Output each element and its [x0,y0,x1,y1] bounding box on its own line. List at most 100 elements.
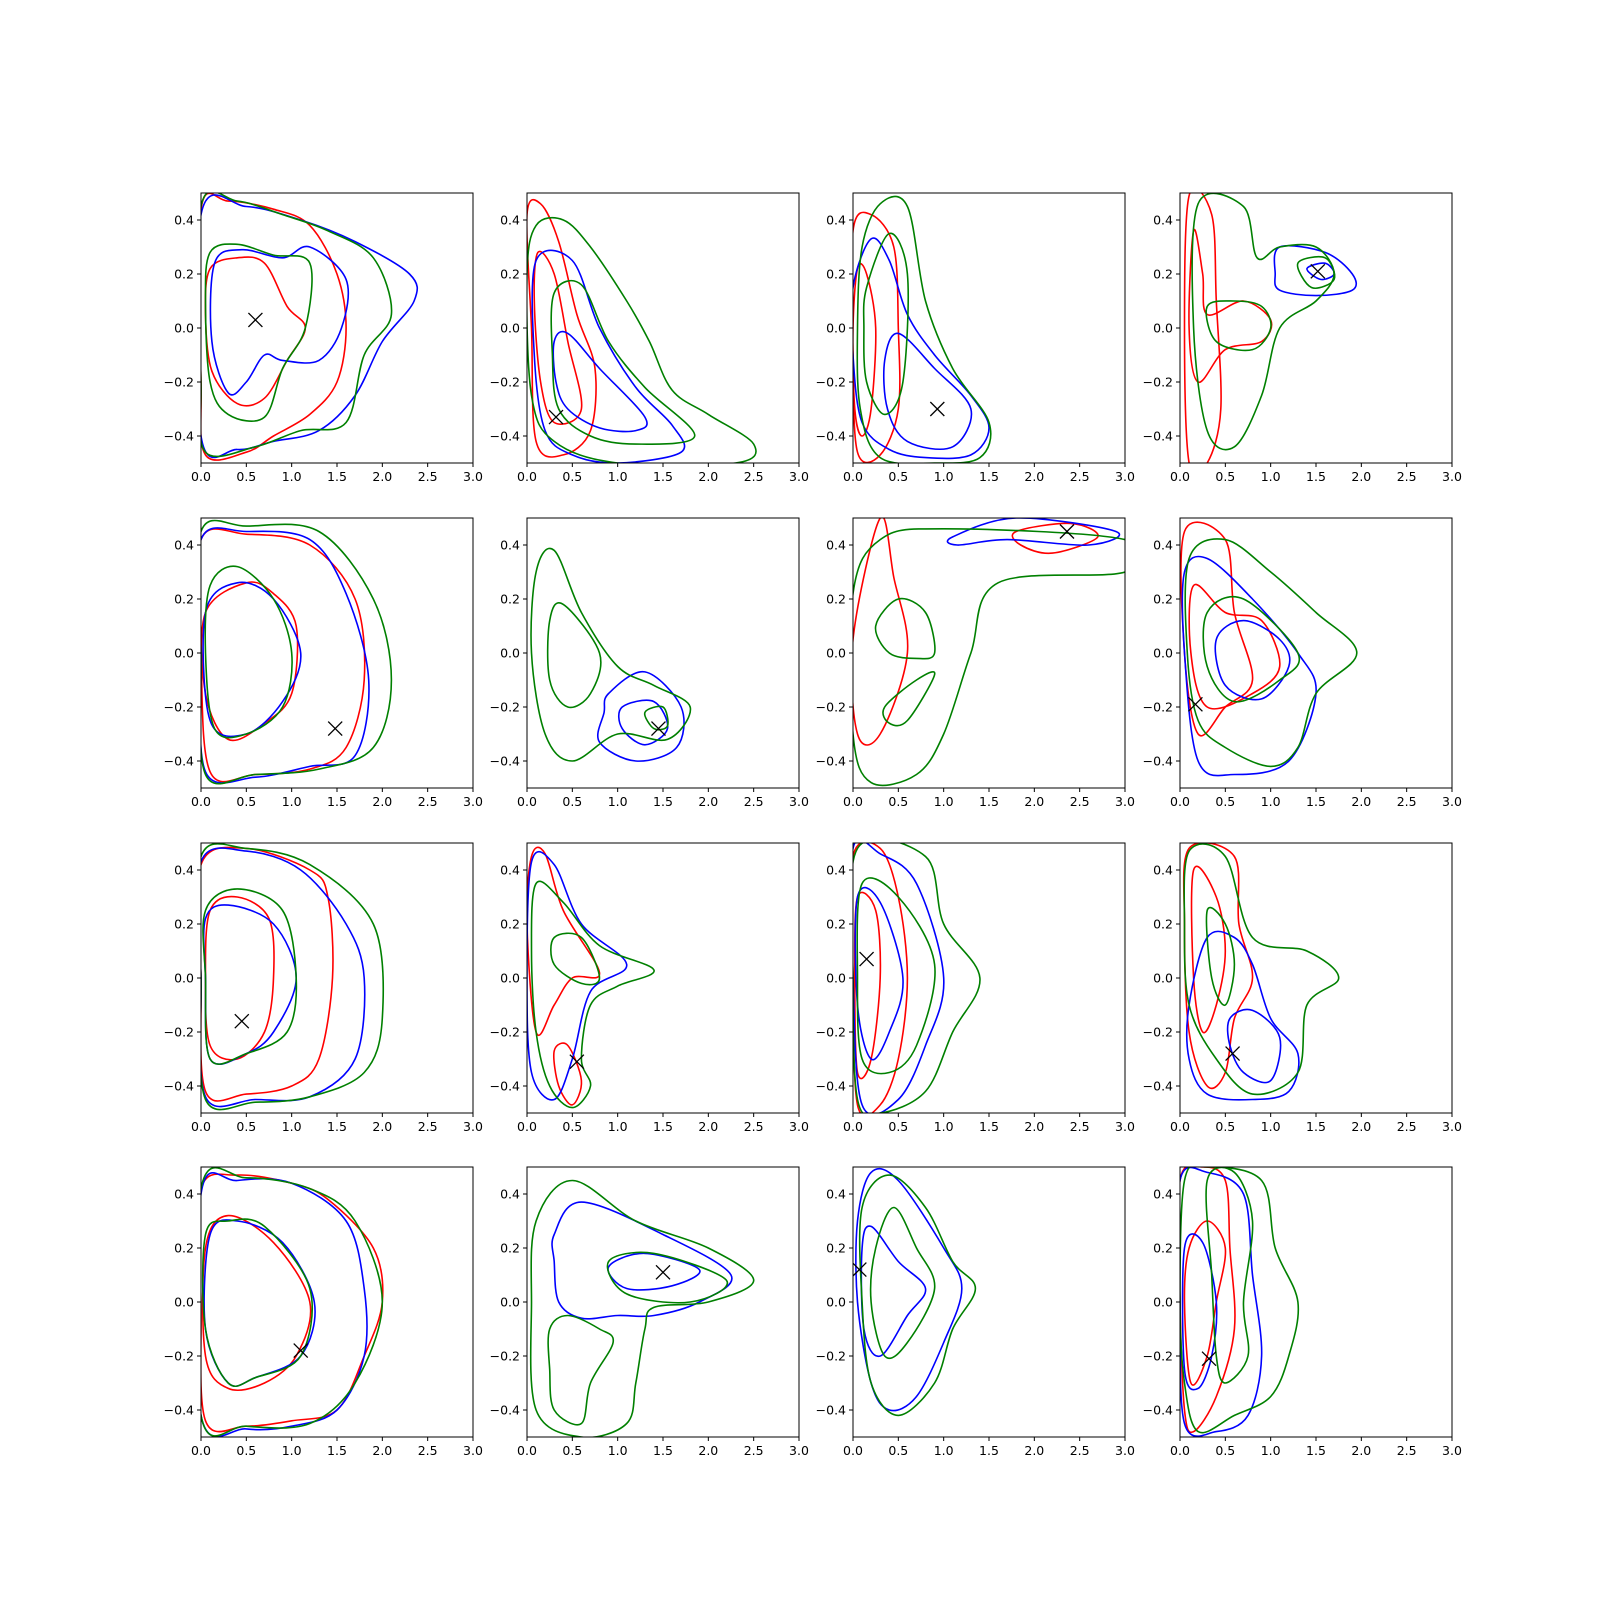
plot-area [1180,1167,1300,1437]
x-tick-label: 2.5 [418,794,438,809]
panel-15: 0.0 0.5 1.0 1.5 2.0 2.5 3.0 −0.4 −0.2 0.0 0.2 0.4 [816,1166,1135,1458]
contour-line-green [550,932,601,986]
x-tick-label: 1.0 [934,1119,954,1134]
x-marker [1310,263,1326,279]
plot-area [1182,843,1340,1101]
x-tick-label: 1.0 [934,794,954,809]
x-tick-label: 0.0 [517,1119,537,1134]
contour-line-blue [946,518,1121,546]
x-marker [1225,1046,1241,1062]
y-tick-label: 0.0 [1153,646,1173,661]
x-tick-label: 3.0 [1442,1119,1462,1134]
contour-line-red [204,256,307,407]
y-tick-label: −0.2 [816,1349,846,1364]
contour-line-blue [1226,1008,1282,1084]
contour-line-red [201,581,299,742]
x-tick-label: 3.0 [1115,469,1135,484]
y-tick-label: 0.2 [1153,917,1173,932]
y-tick-label: 0.0 [826,646,846,661]
x-tick-label: 0.0 [517,1443,537,1458]
contour-line-green [547,1314,615,1426]
x-marker-stroke [569,1054,585,1070]
axes-frame [1179,517,1453,789]
x-tick-label: 2.0 [698,469,718,484]
y-tick-label: 0.4 [1153,213,1173,228]
y-tick-label: 0.2 [826,917,846,932]
y-tick-label: −0.2 [164,700,194,715]
contour-line-red [1183,1220,1227,1386]
panel-14: 0.0 0.5 1.0 1.5 2.0 2.5 3.0 −0.4 −0.2 0.0 0.2 0.4 [490,1166,809,1458]
contour-line-blue [201,847,366,1108]
x-tick-label: 1.0 [282,469,302,484]
y-tick-label: −0.4 [490,1079,520,1094]
y-tick-label: −0.4 [816,429,846,444]
y-tick-label: 0.4 [174,538,194,553]
contour-line-red [853,518,909,746]
contour-line-green [853,527,1125,787]
x-tick-label: 0.0 [843,469,863,484]
x-marker [327,721,343,737]
y-tick-label: 0.4 [500,538,520,553]
contour-line-blue [854,886,904,1061]
y-tick-label: −0.2 [1143,700,1173,715]
y-tick-label: 0.2 [1153,1241,1173,1256]
x-tick-label: 0.0 [517,469,537,484]
contour-line-green [1205,300,1272,352]
contour-line-green [869,1206,936,1360]
x-tick-label: 3.0 [463,469,483,484]
x-tick-label: 1.0 [1261,469,1281,484]
x-tick-label: 0.5 [1215,1443,1235,1458]
y-tick-label: 0.2 [1153,267,1173,282]
panel-10: 0.0 0.5 1.0 1.5 2.0 2.5 3.0 −0.4 −0.2 0.0 0.2 0.4 [490,842,809,1134]
contour-line-green [201,843,385,1111]
x-marker [293,1343,309,1359]
y-tick-label: 0.0 [500,646,520,661]
x-tick-label: 2.5 [1070,794,1090,809]
contour-line-blue [607,1252,701,1291]
x-marker [247,312,263,328]
contour-line-green [546,602,602,709]
y-tick-label: 0.4 [174,863,194,878]
axes-frame [200,517,474,789]
x-marker [234,1013,250,1029]
x-tick-label: 0.0 [1170,469,1190,484]
x-marker [548,409,564,425]
y-tick-label: 0.0 [500,971,520,986]
plot-area [853,843,981,1113]
contour-line-red [201,193,347,461]
x-tick-label: 3.0 [1115,1443,1135,1458]
x-tick-label: 2.5 [744,794,764,809]
x-marker [853,1262,867,1278]
x-tick-label: 1.5 [979,469,999,484]
plot-area [853,518,1125,787]
x-tick-label: 0.5 [562,794,582,809]
contour-line-green [856,877,936,1075]
y-tick-label: −0.4 [1143,754,1173,769]
x-tick-label: 2.0 [1351,794,1371,809]
contour-line-blue [201,194,419,459]
panel-1: 0.0 0.5 1.0 1.5 2.0 2.5 3.0 −0.4 −0.2 0.0 0.2 0.4 [164,192,483,484]
y-tick-label: 0.4 [174,213,194,228]
contour-line-red [204,895,275,1061]
y-tick-label: −0.4 [164,754,194,769]
contour-line-blue [596,671,685,762]
x-marker [929,401,945,417]
x-tick-label: 1.0 [1261,1119,1281,1134]
x-tick-label: 1.5 [327,1443,347,1458]
x-tick-label: 1.5 [1306,794,1326,809]
contour-line-blue [853,237,990,460]
y-tick-label: 0.4 [826,863,846,878]
panel-4: 0.0 0.5 1.0 1.5 2.0 2.5 3.0 −0.4 −0.2 0.0 0.2 0.4 [1143,192,1462,484]
contour-line-blue [552,330,648,433]
y-tick-label: −0.2 [1143,1025,1173,1040]
contour-line-green [858,1174,977,1417]
y-tick-label: −0.4 [1143,429,1173,444]
y-tick-label: −0.4 [816,1079,846,1094]
y-tick-label: −0.2 [164,1025,194,1040]
plot-area [1180,521,1358,777]
x-tick-label: 2.0 [698,1443,718,1458]
x-tick-label: 0.5 [236,1443,256,1458]
x-tick-label: 3.0 [463,1119,483,1134]
y-tick-label: 0.4 [826,213,846,228]
plot-area [529,1179,755,1437]
